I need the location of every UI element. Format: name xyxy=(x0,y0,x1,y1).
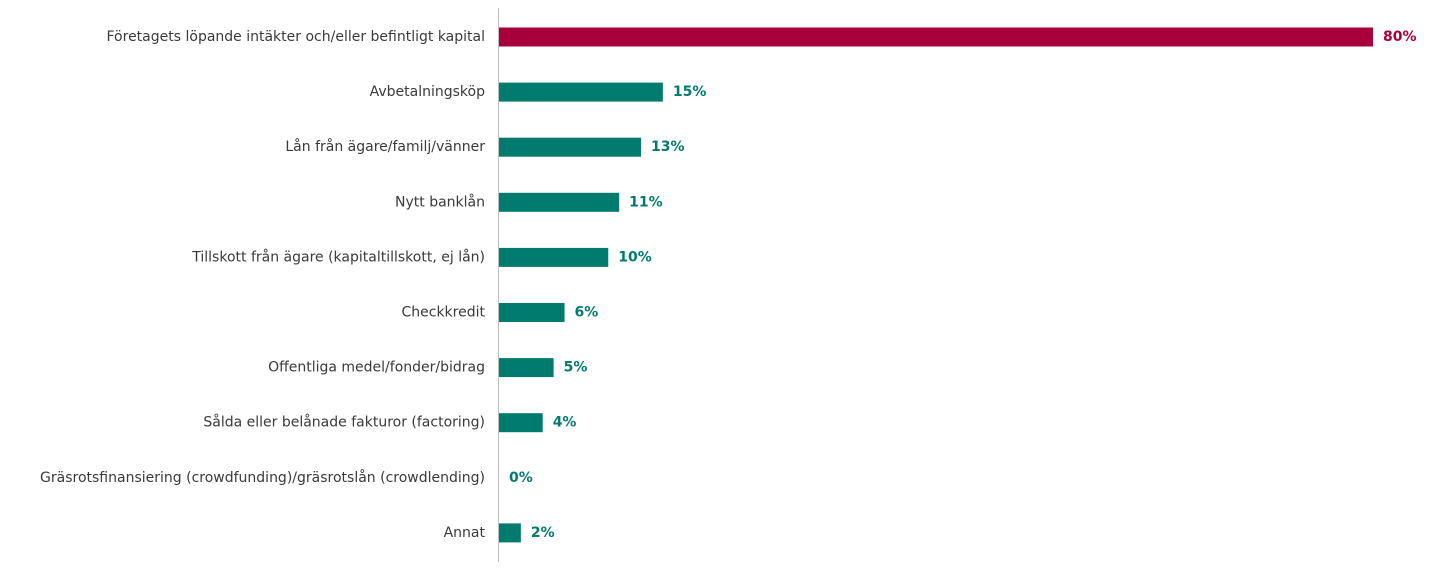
category-label: Annat xyxy=(444,525,486,541)
bar xyxy=(499,413,543,433)
category-label: Checkkredit xyxy=(401,305,485,321)
value-label: 15% xyxy=(673,84,707,100)
value-labels: 80% 15% 13% 11% 10% 6% 5% 4% 0% 2% xyxy=(509,29,1417,541)
category-label: Offentliga medel/fonder/bidrag xyxy=(268,360,485,376)
bar xyxy=(499,82,663,102)
bars xyxy=(499,27,1373,543)
value-label: 0% xyxy=(509,470,533,486)
bar xyxy=(499,27,1373,47)
value-label: 5% xyxy=(564,360,588,376)
category-label: Tillskott från ägare (kapitaltillskott, … xyxy=(191,248,485,265)
bar xyxy=(499,358,554,378)
bar xyxy=(499,523,521,543)
bar xyxy=(499,192,620,212)
value-label: 4% xyxy=(553,415,577,431)
value-label: 80% xyxy=(1383,29,1417,45)
category-label: Avbetalningsköp xyxy=(370,84,485,100)
category-labels: Företagets löpande intäkter och/eller be… xyxy=(40,29,485,541)
category-label: Företagets löpande intäkter och/eller be… xyxy=(107,29,486,45)
category-label: Lån från ägare/familj/vänner xyxy=(285,138,485,155)
value-label: 6% xyxy=(575,305,599,321)
value-label: 10% xyxy=(618,249,652,265)
bar xyxy=(499,303,565,322)
category-label: Nytt banklån xyxy=(395,193,485,210)
bar xyxy=(499,247,609,267)
bar xyxy=(499,137,642,157)
value-label: 11% xyxy=(629,194,663,210)
category-label: Sålda eller belånade fakturor (factoring… xyxy=(203,414,485,431)
category-label: Gräsrotsfinansiering (crowdfunding)/gräs… xyxy=(40,469,485,486)
value-label: 2% xyxy=(531,525,555,541)
value-label: 13% xyxy=(651,139,685,155)
